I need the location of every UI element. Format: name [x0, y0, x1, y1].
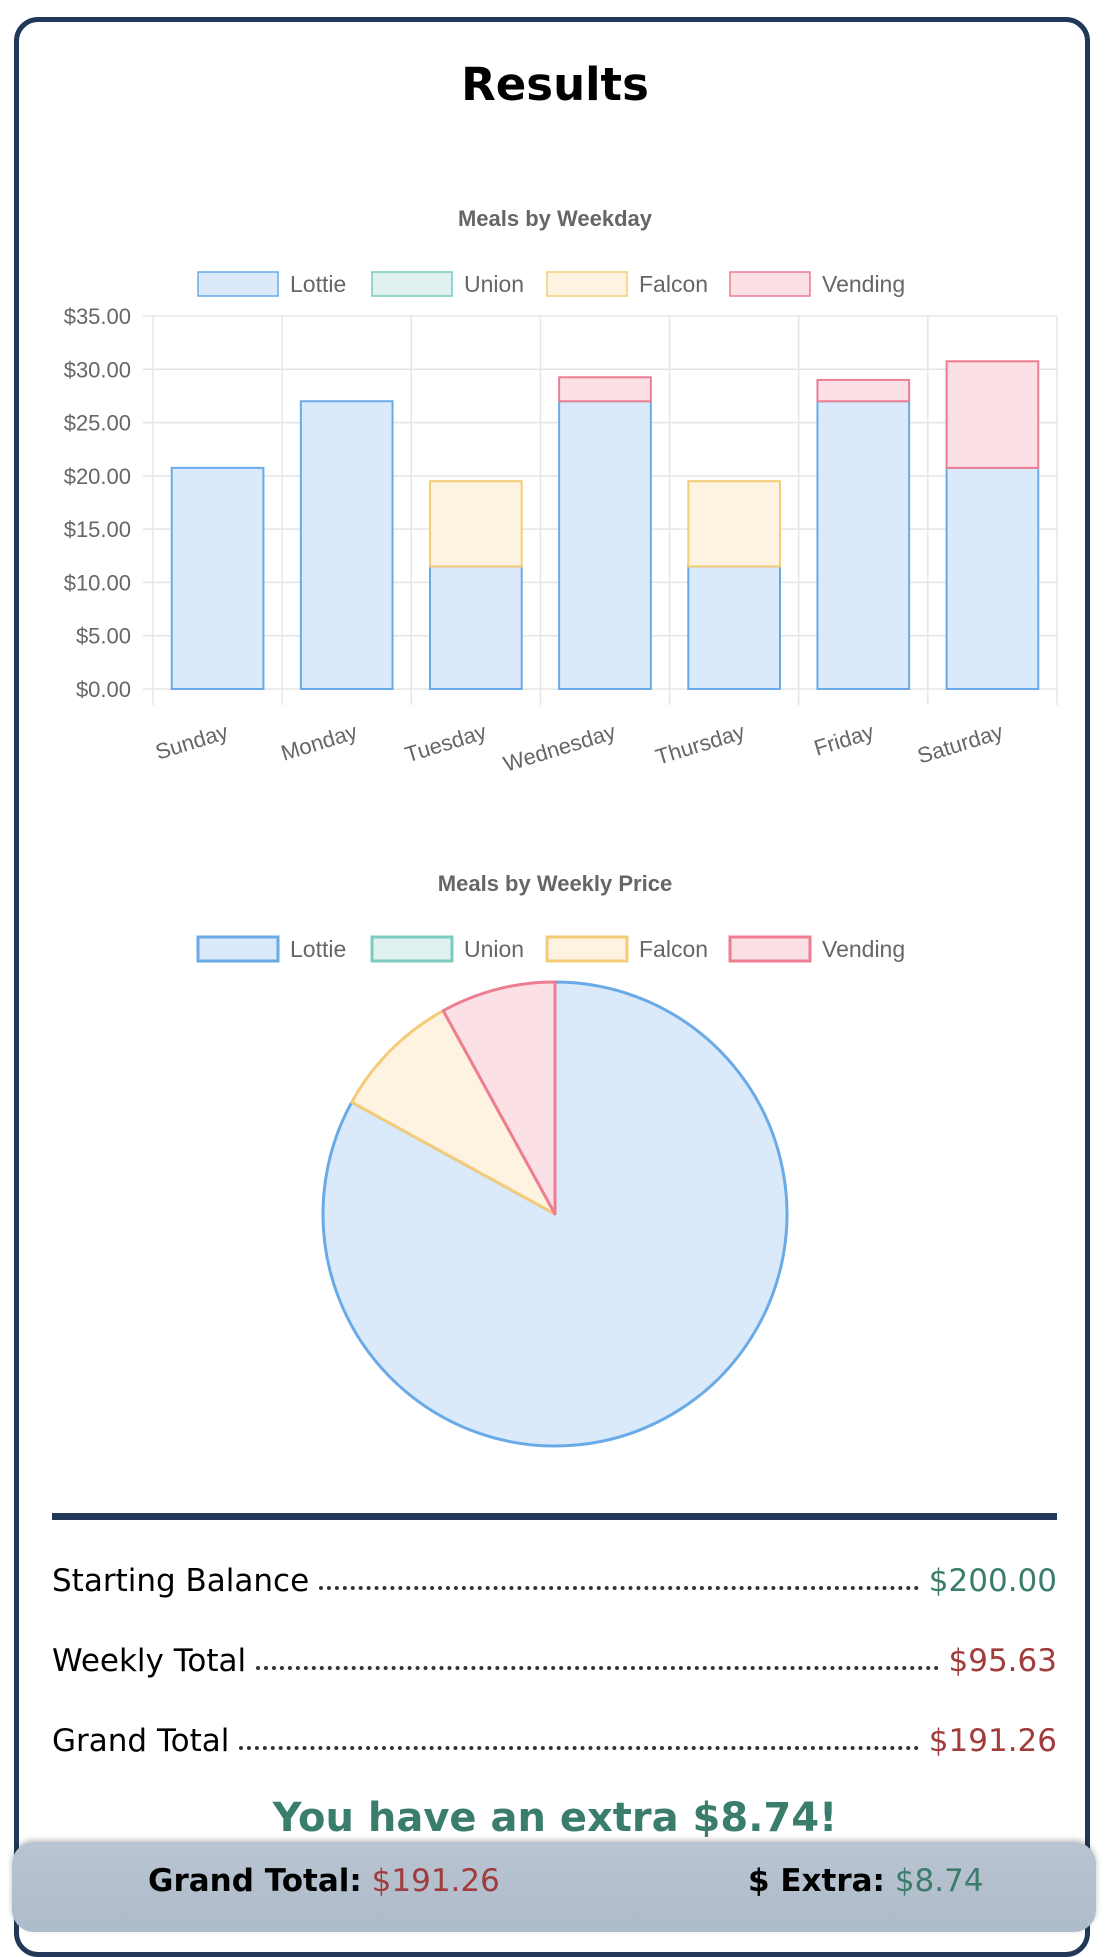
x-tick-label: Friday: [811, 719, 877, 761]
dot-leader: [319, 1586, 919, 1590]
legend-swatch: [729, 271, 811, 297]
chart-title: Meals by Weekly Price: [438, 871, 672, 896]
bar-segment: [945, 466, 1040, 690]
footer-extra-label: $ Extra:: [748, 1863, 885, 1899]
weekly-total-value: $95.63: [948, 1643, 1057, 1679]
legend-label: Falcon: [639, 271, 708, 297]
dot-leader: [256, 1666, 939, 1670]
bar-segment: [558, 400, 652, 690]
starting-balance-row: Starting Balance $200.00: [52, 1555, 1057, 1599]
y-tick-label: $0.00: [76, 677, 131, 702]
y-tick-label: $30.00: [64, 357, 131, 382]
legend-swatch: [728, 935, 812, 963]
bar-segment: [170, 466, 265, 690]
footer-bar: [12, 1842, 1096, 1932]
y-tick-label: $15.00: [64, 517, 131, 542]
legend-swatch: [545, 935, 629, 963]
legend-label: Vending: [822, 271, 905, 297]
page-title: Results: [461, 58, 649, 111]
legend-label: Falcon: [639, 936, 708, 962]
y-tick-label: $5.00: [76, 624, 131, 649]
section-divider: [52, 1513, 1057, 1520]
pie-slice: [441, 980, 557, 1216]
x-tick-label: Wednesday: [500, 719, 618, 777]
chart-title: Meals by Weekday: [458, 206, 653, 231]
x-tick-label: Thursday: [653, 719, 748, 770]
bar-segment: [429, 480, 523, 568]
weekly-total-label: Weekly Total: [52, 1643, 247, 1679]
weekly-total-row: Weekly Total $95.63: [52, 1635, 1057, 1679]
y-tick-label: $10.00: [64, 570, 131, 595]
bar-segment: [687, 565, 781, 691]
bar-segment: [816, 400, 911, 690]
grand-total-label: Grand Total: [52, 1723, 230, 1759]
dot-leader: [239, 1746, 919, 1750]
starting-balance-value: $200.00: [928, 1563, 1057, 1599]
legend-swatch: [371, 271, 453, 297]
extra-message: You have an extra $8.74!: [272, 1795, 838, 1841]
y-tick-label: $20.00: [64, 464, 131, 489]
legend-swatch: [370, 935, 454, 963]
x-tick-label: Saturday: [914, 719, 1006, 769]
bar-segment: [558, 376, 652, 403]
pie-slice: [350, 1009, 557, 1216]
legend-label: Union: [464, 271, 524, 297]
legend-swatch: [197, 271, 279, 297]
x-tick-label: Tuesday: [402, 719, 489, 767]
grand-total-value: $191.26: [928, 1723, 1057, 1759]
footer-extra: $ Extra: $8.74: [748, 1863, 984, 1899]
legend-swatch: [546, 271, 628, 297]
bar-segment: [299, 400, 394, 690]
legend-label: Lottie: [290, 271, 346, 297]
footer-grand-total: Grand Total: $191.26: [148, 1863, 500, 1899]
footer-grand-total-value: $191.26: [371, 1863, 500, 1899]
grand-total-row: Grand Total $191.26: [52, 1715, 1057, 1759]
bar-segment: [687, 480, 781, 568]
legend-label: Lottie: [290, 936, 346, 962]
legend-label: Union: [464, 936, 524, 962]
starting-balance-label: Starting Balance: [52, 1563, 310, 1599]
legend-swatch: [196, 935, 280, 963]
x-tick-label: Monday: [278, 719, 360, 766]
bar-segment: [429, 565, 523, 691]
x-tick-label: Sunday: [152, 719, 231, 765]
bar-segment: [945, 360, 1040, 469]
weekday-bar-chart: Meals by Weekday Lottie Union Falcon Vending…: [64, 206, 1058, 777]
footer-grand-total-label: Grand Total:: [148, 1863, 362, 1899]
y-tick-label: $35.00: [64, 304, 131, 329]
weekly-price-pie-chart: Meals by Weekly Price Lottie Union Falcon Ve…: [196, 871, 905, 1448]
footer-extra-value: $8.74: [894, 1863, 984, 1899]
y-tick-label: $25.00: [64, 411, 131, 436]
bar-segment: [816, 378, 911, 403]
legend-label: Vending: [822, 936, 905, 962]
